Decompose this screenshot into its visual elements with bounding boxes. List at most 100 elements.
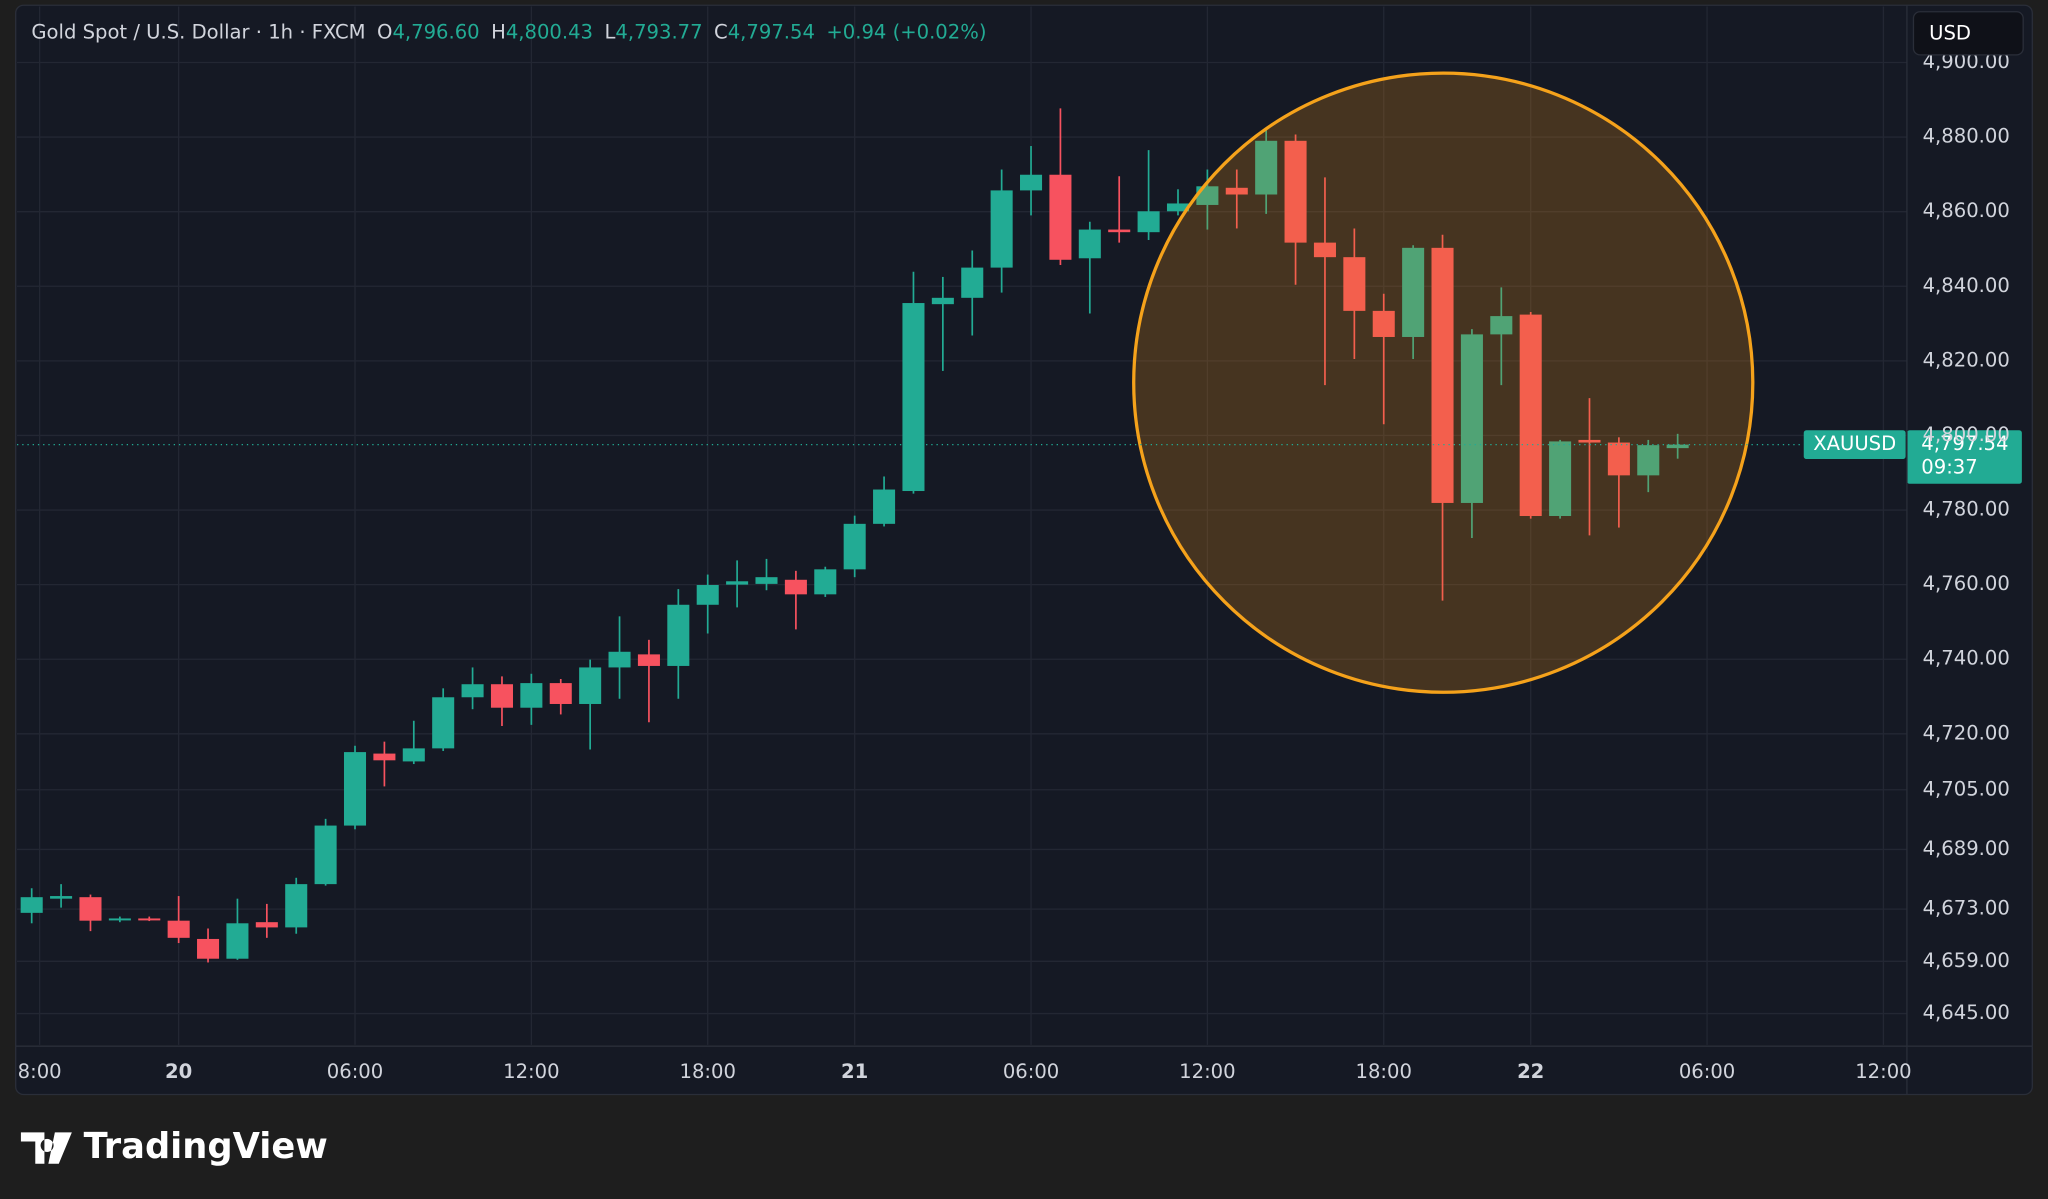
candle-body — [1225, 187, 1248, 195]
highlight-circle — [1132, 71, 1755, 694]
x-tick-label: 20 — [165, 1060, 192, 1083]
x-tick-label: 12:00 — [1179, 1060, 1235, 1083]
candle-body — [579, 667, 602, 704]
candle-body — [1255, 140, 1278, 195]
chart-legend: Gold Spot / U.S. Dollar · 1h · FXCM O4,7… — [31, 20, 986, 43]
candle-body — [1372, 310, 1395, 337]
candle-body — [961, 267, 984, 298]
y-tick-label: 4,860.00 — [1923, 199, 2010, 222]
candle-body — [990, 190, 1013, 268]
candle-body — [79, 897, 102, 921]
y-tick-label: 4,900.00 — [1923, 50, 2010, 73]
close-value: 4,797.54 — [728, 20, 815, 43]
x-tick-label: 21 — [841, 1060, 868, 1083]
candle-body — [784, 579, 807, 595]
symbol-tag-bg — [1803, 430, 1906, 459]
candle-body — [1490, 316, 1513, 335]
candle-body — [1166, 203, 1190, 212]
candle-body — [1578, 439, 1601, 443]
brand-icon[interactable] — [20, 1132, 72, 1164]
candle-body — [50, 896, 73, 899]
candle-body — [843, 523, 866, 570]
open-value: 4,796.60 — [392, 20, 479, 43]
x-tick-label: 18:00 — [680, 1060, 736, 1083]
candle-body — [197, 938, 220, 959]
candle-body — [1666, 444, 1689, 449]
candle-body — [343, 752, 367, 826]
x-tick-label: 06:00 — [327, 1060, 383, 1083]
candle-body — [608, 651, 631, 668]
y-tick-label: 4,645.00 — [1923, 1001, 2010, 1024]
axes: 4,645.00 4,659.00 4,673.00 4,689.00 4,705.00… — [18, 50, 2010, 1083]
y-tick-label: 4,760.00 — [1923, 572, 2010, 595]
y-tick-label: 4,820.00 — [1923, 348, 2010, 371]
candle-body — [1049, 174, 1072, 260]
candle-body — [1020, 174, 1043, 191]
candle-body — [931, 297, 954, 305]
candle-body — [726, 581, 749, 585]
candle-body — [167, 920, 190, 938]
candle-body — [138, 918, 161, 921]
candle-body — [520, 683, 543, 708]
candle-body — [549, 683, 572, 704]
candle-body — [20, 897, 43, 913]
y-tick-label: 4,780.00 — [1923, 498, 2010, 521]
high-label: H — [491, 20, 506, 43]
candle-body — [814, 569, 837, 595]
candle-body — [108, 918, 131, 921]
low-value: 4,793.77 — [615, 20, 702, 43]
y-tick-label: 4,840.00 — [1923, 274, 2010, 297]
candle-body — [461, 684, 484, 698]
y-tick-label: 4,720.00 — [1923, 721, 2010, 744]
chart-panel — [15, 4, 2033, 1096]
candle-body — [402, 748, 425, 762]
brand-logo[interactable]: TradingView — [20, 1126, 328, 1167]
candle-body — [1078, 229, 1101, 259]
candle-body — [1313, 242, 1336, 258]
currency-button-bg[interactable] — [1912, 11, 2024, 56]
candle-body — [373, 753, 396, 761]
candle-body — [1637, 445, 1660, 476]
candle-body — [637, 654, 660, 666]
x-tick-label: 12:00 — [503, 1060, 559, 1083]
candle-body — [314, 825, 337, 885]
candle-body — [1460, 334, 1483, 503]
y-tick-label: 4,740.00 — [1923, 647, 2010, 670]
y-tick-label: 4,689.00 — [1923, 837, 2010, 860]
candle-body — [1108, 229, 1131, 233]
candle-body — [902, 303, 925, 492]
close-label: C — [714, 20, 728, 43]
price-tag-value: 4,797.54 — [1921, 432, 2008, 455]
y-tick-label: 4,673.00 — [1923, 897, 2010, 920]
high-value: 4,800.43 — [506, 20, 593, 43]
price-tag-countdown: 09:37 — [1921, 456, 1977, 479]
candle-body — [490, 684, 513, 708]
y-tick-label: 4,705.00 — [1923, 777, 2010, 800]
grid — [16, 6, 1907, 1045]
open-label: O — [377, 20, 392, 43]
currency-button[interactable]: USD — [1912, 11, 2024, 56]
currency-label[interactable]: USD — [1929, 21, 1971, 44]
x-tick-label: 22 — [1517, 1060, 1544, 1083]
candle-body — [873, 489, 896, 524]
candle-body — [1402, 247, 1425, 337]
candle-body — [696, 585, 719, 605]
low-label: L — [604, 20, 615, 43]
candle-body — [285, 884, 308, 928]
y-tick-label: 4,659.00 — [1923, 949, 2010, 972]
candle-body — [226, 923, 249, 959]
brand-name[interactable]: TradingView — [84, 1126, 328, 1167]
candle-body — [432, 697, 455, 749]
candle-body — [1607, 442, 1630, 476]
candle-body — [667, 604, 690, 666]
candle-body — [755, 577, 778, 584]
candles — [20, 108, 1689, 963]
symbol-tag: XAUUSD — [1813, 432, 1896, 455]
candle-body — [1549, 441, 1572, 517]
candle-body — [1343, 257, 1366, 311]
price-tag-bg — [1906, 430, 2022, 484]
x-tick-label: 06:00 — [1003, 1060, 1059, 1083]
